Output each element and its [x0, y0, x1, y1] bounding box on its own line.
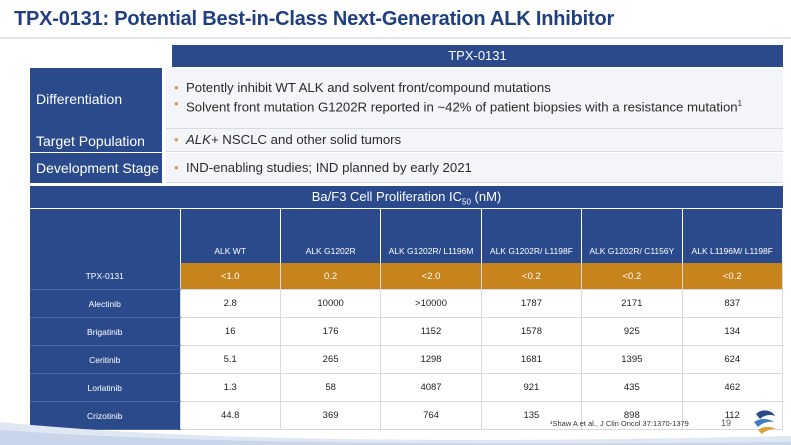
ic50-value-cell: 1152: [380, 317, 482, 346]
bullet-icon: •: [174, 132, 179, 147]
company-logo: [754, 410, 776, 434]
corner-cell: [30, 209, 181, 263]
ic50-value-cell: 1681: [481, 345, 583, 374]
table-row: Brigatinib 16 176 1152 1578 925 134: [30, 317, 784, 346]
info-row-differentiation: Differentiation • Potently inhibit WT AL…: [30, 68, 783, 129]
drug-name-cell: Brigatinib: [30, 317, 181, 346]
ic50-value-cell: 4087: [380, 373, 482, 402]
ic50-value-cell: 2171: [581, 289, 683, 318]
bullet-item: • ALK+ NSCLC and other solid tumors: [174, 132, 775, 148]
bullet-text: Solvent front mutation G1202R reported i…: [186, 99, 743, 115]
slide-title: TPX-0131: Potential Best-in-Class Next-G…: [14, 8, 615, 30]
ic50-value-cell: 624: [682, 345, 784, 374]
ic50-value-cell: 265: [280, 345, 382, 374]
ic50-value-cell: 176: [280, 317, 382, 346]
drug-name-cell: TPX-0131: [30, 263, 181, 290]
info-body: • ALK+ NSCLC and other solid tumors: [166, 129, 783, 152]
bullet-icon: •: [174, 80, 179, 96]
ic50-value-cell: 925: [581, 317, 683, 346]
ic50-value-cell: 1395: [581, 345, 683, 374]
footnote: ¹Shaw A et al., J Clin Oncol 37:1370-137…: [550, 419, 689, 428]
bullet-item: • Potently inhibit WT ALK and solvent fr…: [174, 80, 775, 96]
ic50-value-cell: >10000: [380, 289, 482, 318]
column-header: ALK L1196M/ L1198F: [682, 209, 784, 263]
drug-name-cell: Ceritinib: [30, 345, 181, 374]
title-divider: [0, 37, 791, 39]
bullet-icon: •: [174, 159, 179, 175]
ic50-value-cell: <0.2: [682, 263, 784, 290]
ic50-value-cell: 1.3: [180, 373, 281, 402]
ic50-value-cell: <0.2: [581, 263, 683, 290]
ic50-value-cell: 10000: [280, 289, 382, 318]
bullet-item: • IND-enabling studies; IND planned by e…: [174, 160, 775, 176]
ic50-value-cell: <1.0: [180, 263, 281, 290]
table-row: TPX-0131 <1.0 0.2 <2.0 <0.2 <0.2 <0.2: [30, 263, 784, 290]
ic50-table: ALK WT ALK G1202R ALK G1202R/ L1196M ALK…: [30, 209, 784, 430]
drug-name-cell: Crizotinib: [30, 401, 181, 430]
ic50-value-cell: 58: [280, 373, 382, 402]
ic50-value-cell: 16: [180, 317, 281, 346]
bullet-icon: •: [174, 96, 179, 112]
column-header: ALK WT: [180, 209, 281, 263]
info-row-target-population: Target Population • ALK+ NSCLC and other…: [30, 129, 783, 152]
page-number: 19: [721, 418, 732, 428]
ic50-value-cell: 369: [280, 401, 382, 430]
ic50-value-cell: 435: [581, 373, 683, 402]
footer-wave-decoration: [0, 422, 791, 445]
info-row-development-stage: Development Stage • IND-enabling studies…: [30, 153, 783, 183]
column-header: ALK G1202R: [280, 209, 382, 263]
footnote-ref: 1: [737, 99, 743, 109]
ic50-value-cell: 134: [682, 317, 784, 346]
ic50-value-cell: 837: [682, 289, 784, 318]
info-table-header: TPX-0131: [172, 45, 783, 67]
ic50-value-cell: 921: [481, 373, 583, 402]
drug-name-cell: Lorlatinib: [30, 373, 181, 402]
ic50-value-cell: 135: [481, 401, 583, 430]
bullet-text: ALK+ NSCLC and other solid tumors: [186, 132, 402, 147]
ic50-table-title: Ba/F3 Cell Proliferation IC50 (nM): [30, 186, 783, 208]
ic50-value-cell: 2.8: [180, 289, 281, 318]
bullet-item: • Solvent front mutation G1202R reported…: [174, 96, 775, 115]
info-body: • Potently inhibit WT ALK and solvent fr…: [166, 68, 783, 129]
table-row: Crizotinib 44.8 369 764 135 898 112: [30, 401, 784, 430]
column-header: ALK G1202R/ L1196M: [380, 209, 482, 263]
column-header: ALK G1202R/ L1198F: [481, 209, 583, 263]
ic50-value-cell: 44.8: [180, 401, 281, 430]
ic50-value-cell: 462: [682, 373, 784, 402]
column-header: ALK G1202R/ C1156Y: [581, 209, 683, 263]
ic50-value-cell: 0.2: [280, 263, 382, 290]
bullet-text: IND-enabling studies; IND planned by ear…: [186, 159, 472, 175]
ic50-value-cell: 1578: [481, 317, 583, 346]
drug-name-cell: Alectinib: [30, 289, 181, 318]
ic50-value-cell: 898: [581, 401, 683, 430]
info-body: • IND-enabling studies; IND planned by e…: [166, 153, 783, 183]
info-label: Differentiation: [30, 68, 166, 129]
ic50-header-row: ALK WT ALK G1202R ALK G1202R/ L1196M ALK…: [30, 209, 784, 263]
ic50-value-cell: <2.0: [380, 263, 482, 290]
table-row: Alectinib 2.8 10000 >10000 1787 2171 837: [30, 289, 784, 318]
table-row: Ceritinib 5.1 265 1298 1681 1395 624: [30, 345, 784, 374]
ic50-value-cell: 764: [380, 401, 482, 430]
ic50-value-cell: 5.1: [180, 345, 281, 374]
ic50-value-cell: 1298: [380, 345, 482, 374]
ic50-value-cell: <0.2: [481, 263, 583, 290]
ic50-value-cell: 1787: [481, 289, 583, 318]
info-label: Development Stage: [30, 153, 166, 183]
table-row: Lorlatinib 1.3 58 4087 921 435 462: [30, 373, 784, 402]
bullet-text: Potently inhibit WT ALK and solvent fron…: [186, 80, 551, 96]
info-label: Target Population: [30, 129, 166, 152]
